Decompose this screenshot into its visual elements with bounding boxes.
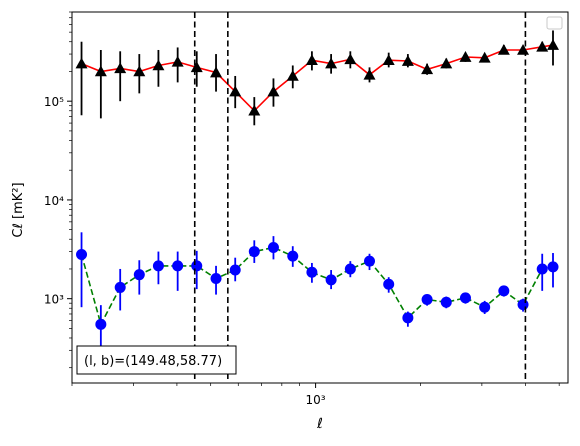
series-line-1	[80, 246, 554, 327]
triangle-marker	[478, 51, 491, 63]
circle-marker	[459, 292, 471, 304]
triangle-marker	[536, 40, 549, 52]
triangle-marker	[401, 55, 414, 66]
circle-marker	[287, 250, 299, 262]
circle-marker	[325, 274, 337, 286]
circle-marker	[95, 318, 107, 330]
circle-marker	[547, 261, 559, 273]
annotation-text: (l, b)=(149.48,58.77)	[84, 354, 222, 369]
triangle-marker	[440, 57, 453, 69]
triangle-marker	[171, 55, 184, 67]
circle-marker	[421, 294, 433, 306]
circle-marker	[517, 299, 529, 311]
triangle-marker	[229, 85, 242, 97]
triangle-marker	[94, 65, 107, 77]
x-axis-label: ℓ	[316, 416, 323, 432]
annotation-frame	[76, 345, 237, 375]
circle-marker	[191, 260, 203, 272]
y-tick-label: 10⁴	[44, 194, 64, 208]
circle-marker	[248, 246, 260, 258]
y-axis-label: Cℓ [mK²]	[11, 182, 26, 237]
triangle-marker	[325, 57, 338, 69]
circle-marker	[210, 273, 222, 285]
series-line-0	[81, 44, 554, 112]
triangle-marker	[286, 69, 299, 81]
vline-layer	[193, 12, 527, 383]
triangle-marker	[363, 68, 376, 80]
circle-marker	[344, 263, 356, 275]
circle-marker	[133, 269, 145, 281]
y-tick-label: 10⁵	[44, 95, 64, 109]
triangle-marker	[344, 53, 357, 65]
circle-marker	[364, 255, 376, 267]
circle-marker	[76, 249, 88, 261]
circle-marker	[114, 281, 126, 293]
circle-marker	[306, 266, 318, 278]
circle-marker	[172, 260, 184, 272]
axis-layer: 10³ 10⁴ 10⁵ 10³	[44, 11, 560, 407]
circle-marker	[267, 241, 279, 253]
triangle-marker	[75, 57, 88, 69]
series-layer	[75, 30, 560, 362]
circle-marker	[152, 260, 164, 272]
circle-marker	[440, 296, 452, 308]
triangle-marker	[547, 39, 560, 50]
circle-marker	[402, 312, 414, 324]
series-0	[75, 30, 560, 126]
annotation-box: (l, b)=(149.48,58.77)	[76, 345, 237, 375]
triangle-marker	[382, 54, 395, 66]
triangle-marker	[497, 43, 510, 55]
triangle-marker	[267, 85, 280, 97]
x-tick-label: 10³	[306, 393, 326, 407]
plot-frame	[71, 11, 569, 384]
triangle-marker	[152, 59, 165, 71]
circle-marker	[229, 264, 241, 276]
triangle-marker	[210, 66, 223, 78]
circle-marker	[536, 263, 548, 275]
legend-box	[546, 16, 563, 30]
triangle-marker	[421, 63, 434, 75]
triangle-marker	[133, 65, 146, 77]
circle-marker	[498, 285, 510, 297]
circle-marker	[383, 278, 395, 290]
triangle-marker	[190, 61, 203, 73]
triangle-marker	[305, 54, 318, 66]
circle-marker	[479, 301, 491, 313]
triangle-marker	[114, 62, 127, 74]
series-1	[76, 232, 559, 362]
triangle-marker	[248, 104, 261, 116]
triangle-marker	[459, 51, 472, 62]
y-tick-label: 10³	[44, 293, 64, 307]
